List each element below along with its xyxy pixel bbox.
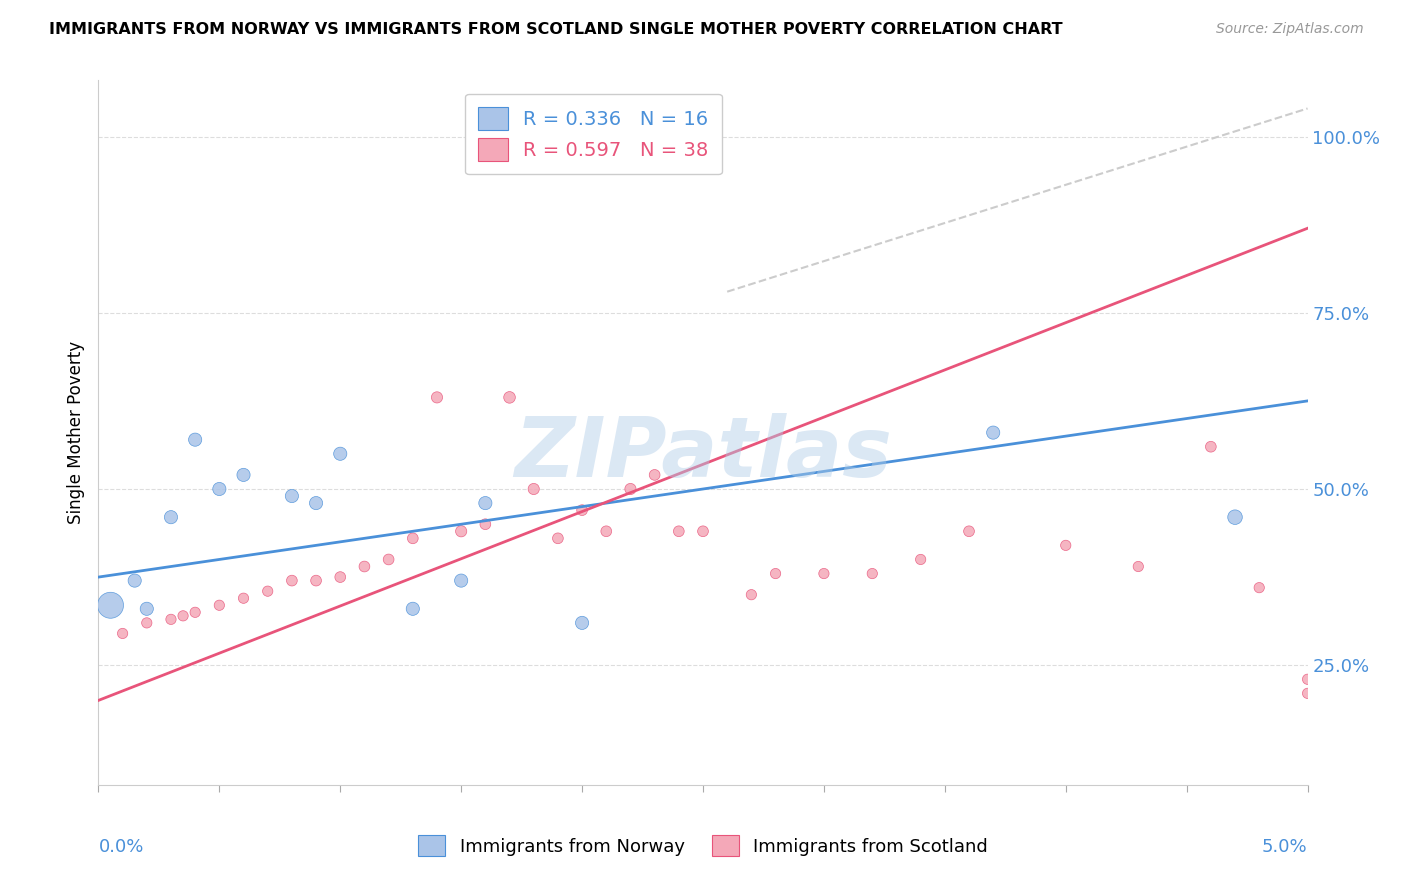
Point bbox=[474, 517, 496, 532]
Point bbox=[1249, 581, 1271, 595]
Point bbox=[450, 524, 472, 539]
Text: ZIPatlas: ZIPatlas bbox=[515, 413, 891, 494]
Point bbox=[160, 612, 183, 626]
Point bbox=[692, 524, 714, 539]
Point bbox=[571, 615, 593, 630]
Point bbox=[208, 599, 231, 613]
Point bbox=[281, 489, 304, 503]
Point bbox=[184, 605, 207, 619]
Text: Source: ZipAtlas.com: Source: ZipAtlas.com bbox=[1216, 22, 1364, 37]
Y-axis label: Single Mother Poverty: Single Mother Poverty bbox=[66, 341, 84, 524]
Point bbox=[402, 532, 425, 546]
Point bbox=[184, 433, 207, 447]
Point bbox=[305, 574, 328, 588]
Point bbox=[813, 566, 835, 581]
Text: 0.0%: 0.0% bbox=[98, 838, 143, 855]
Point bbox=[644, 467, 666, 482]
Point bbox=[1223, 510, 1246, 524]
Legend: Immigrants from Norway, Immigrants from Scotland: Immigrants from Norway, Immigrants from … bbox=[409, 826, 997, 865]
Point bbox=[100, 599, 122, 613]
Point bbox=[1054, 538, 1077, 552]
Point bbox=[523, 482, 546, 496]
Text: 5.0%: 5.0% bbox=[1263, 838, 1308, 855]
Point bbox=[1296, 686, 1319, 700]
Point bbox=[135, 615, 157, 630]
Point bbox=[135, 601, 157, 615]
Point bbox=[256, 584, 278, 599]
Point bbox=[957, 524, 980, 539]
Point bbox=[571, 503, 593, 517]
Point bbox=[232, 467, 254, 482]
Point bbox=[450, 574, 472, 588]
Point bbox=[111, 626, 134, 640]
Point bbox=[910, 552, 932, 566]
Legend: R = 0.336   N = 16, R = 0.597   N = 38: R = 0.336 N = 16, R = 0.597 N = 38 bbox=[465, 94, 723, 175]
Point bbox=[426, 391, 449, 405]
Point bbox=[547, 532, 569, 546]
Point bbox=[329, 570, 352, 584]
Point bbox=[329, 447, 352, 461]
Point bbox=[402, 601, 425, 615]
Point bbox=[172, 608, 194, 623]
Point bbox=[595, 524, 617, 539]
Point bbox=[860, 566, 883, 581]
Point bbox=[377, 552, 399, 566]
Point bbox=[498, 391, 520, 405]
Point bbox=[232, 591, 254, 606]
Text: IMMIGRANTS FROM NORWAY VS IMMIGRANTS FROM SCOTLAND SINGLE MOTHER POVERTY CORRELA: IMMIGRANTS FROM NORWAY VS IMMIGRANTS FRO… bbox=[49, 22, 1063, 37]
Point bbox=[1199, 440, 1222, 454]
Point bbox=[353, 559, 375, 574]
Point bbox=[124, 574, 146, 588]
Point bbox=[740, 588, 762, 602]
Point bbox=[160, 510, 183, 524]
Point bbox=[474, 496, 496, 510]
Point bbox=[1296, 673, 1319, 687]
Point bbox=[619, 482, 641, 496]
Point bbox=[765, 566, 787, 581]
Point bbox=[981, 425, 1004, 440]
Point bbox=[1128, 559, 1150, 574]
Point bbox=[305, 496, 328, 510]
Point bbox=[668, 524, 690, 539]
Point bbox=[208, 482, 231, 496]
Point bbox=[281, 574, 304, 588]
